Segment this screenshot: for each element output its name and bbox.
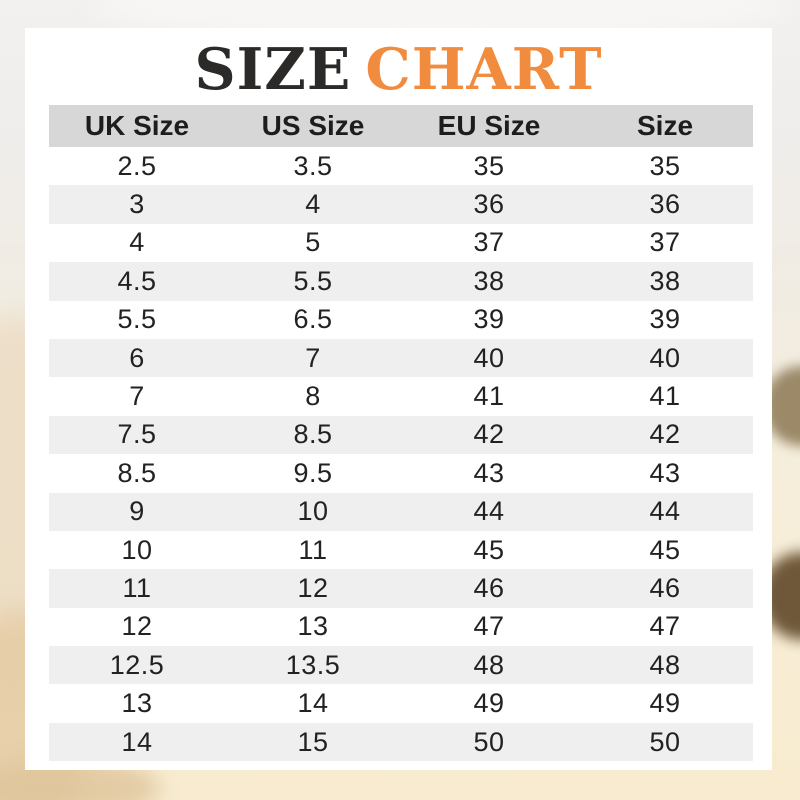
- size-cell: 47: [577, 607, 753, 647]
- size-cell: 4.5: [49, 262, 225, 301]
- size-cell: 49: [577, 684, 753, 723]
- size-cell: 41: [577, 377, 753, 416]
- table-row: 11 12 46 46: [49, 569, 753, 608]
- size-cell: 39: [401, 300, 577, 339]
- table-row: 6 7 40 40: [49, 338, 753, 378]
- title-word-chart: CHART: [365, 36, 603, 103]
- size-cell: 13: [225, 607, 401, 647]
- size-cell: 49: [401, 684, 577, 723]
- size-cell: 48: [577, 646, 753, 685]
- size-cell: 4: [225, 185, 401, 224]
- table-row: 4 5 37 37: [49, 223, 753, 263]
- column-header-eu-size: EU Size: [401, 105, 577, 147]
- size-cell: 9: [49, 492, 225, 531]
- size-cell: 47: [401, 607, 577, 647]
- size-cell: 13.5: [225, 646, 401, 685]
- column-header-size: Size: [577, 105, 753, 147]
- size-cell: 12.5: [49, 646, 225, 685]
- size-table-body: 2.5 3.5 35 35 3 4 36 36 4 5 37 37 4.5 5.5 38 38 5.5 6.5 39…: [49, 147, 753, 762]
- size-table: UK Size US Size EU Size Size 2.5 3.5 35 35 3 4 36…: [49, 105, 753, 762]
- size-chart-card: SIZE CHART UK Size US Size EU Size Size 2.5 3…: [25, 28, 772, 770]
- table-row: 3 4 36 36: [49, 185, 753, 224]
- table-row: 10 11 45 45: [49, 530, 753, 570]
- header-row: UK Size US Size EU Size Size: [49, 105, 753, 147]
- size-cell: 3.5: [225, 147, 401, 186]
- size-cell: 14: [225, 684, 401, 723]
- size-cell: 14: [49, 722, 225, 762]
- size-cell: 45: [577, 530, 753, 570]
- size-cell: 15: [225, 722, 401, 762]
- size-cell: 42: [577, 415, 753, 455]
- size-cell: 43: [401, 454, 577, 493]
- size-cell: 10: [225, 492, 401, 531]
- table-row: 13 14 49 49: [49, 684, 753, 723]
- size-cell: 38: [401, 262, 577, 301]
- size-cell: 3: [49, 185, 225, 224]
- table-row: 12.5 13.5 48 48: [49, 646, 753, 685]
- table-row: 2.5 3.5 35 35: [49, 147, 753, 186]
- size-cell: 8.5: [49, 454, 225, 493]
- page-title: SIZE CHART: [25, 40, 772, 100]
- size-cell: 8.5: [225, 415, 401, 455]
- size-cell: 48: [401, 646, 577, 685]
- size-cell: 5: [225, 223, 401, 263]
- size-cell: 36: [577, 185, 753, 224]
- table-row: 5.5 6.5 39 39: [49, 300, 753, 339]
- table-row: 14 15 50 50: [49, 722, 753, 762]
- size-cell: 5.5: [49, 300, 225, 339]
- size-cell: 5.5: [225, 262, 401, 301]
- size-cell: 37: [401, 223, 577, 263]
- size-cell: 50: [577, 722, 753, 762]
- size-cell: 6.5: [225, 300, 401, 339]
- table-row: 7.5 8.5 42 42: [49, 415, 753, 455]
- size-cell: 39: [577, 300, 753, 339]
- size-cell: 4: [49, 223, 225, 263]
- size-cell: 37: [577, 223, 753, 263]
- size-cell: 12: [49, 607, 225, 647]
- size-cell: 40: [401, 338, 577, 378]
- size-cell: 36: [401, 185, 577, 224]
- size-cell: 9.5: [225, 454, 401, 493]
- table-row: 8.5 9.5 43 43: [49, 454, 753, 493]
- size-cell: 42: [401, 415, 577, 455]
- size-cell: 11: [49, 569, 225, 608]
- size-cell: 10: [49, 530, 225, 570]
- size-cell: 35: [577, 147, 753, 186]
- table-row: 7 8 41 41: [49, 377, 753, 416]
- size-cell: 50: [401, 722, 577, 762]
- size-cell: 46: [401, 569, 577, 608]
- column-header-uk-size: UK Size: [49, 105, 225, 147]
- size-cell: 46: [577, 569, 753, 608]
- size-cell: 6: [49, 338, 225, 378]
- size-cell: 7: [225, 338, 401, 378]
- size-cell: 7: [49, 377, 225, 416]
- size-cell: 43: [577, 454, 753, 493]
- size-cell: 8: [225, 377, 401, 416]
- size-cell: 40: [577, 338, 753, 378]
- size-cell: 35: [401, 147, 577, 186]
- size-cell: 38: [577, 262, 753, 301]
- size-cell: 7.5: [49, 415, 225, 455]
- column-header-us-size: US Size: [225, 105, 401, 147]
- size-cell: 44: [401, 492, 577, 531]
- size-cell: 11: [225, 530, 401, 570]
- size-table-header: UK Size US Size EU Size Size: [49, 105, 753, 147]
- title-word-size: SIZE: [194, 36, 352, 103]
- table-row: 9 10 44 44: [49, 492, 753, 531]
- table-row: 4.5 5.5 38 38: [49, 262, 753, 301]
- size-cell: 44: [577, 492, 753, 531]
- size-cell: 2.5: [49, 147, 225, 186]
- size-cell: 45: [401, 530, 577, 570]
- size-cell: 12: [225, 569, 401, 608]
- table-row: 12 13 47 47: [49, 607, 753, 647]
- size-cell: 13: [49, 684, 225, 723]
- size-cell: 41: [401, 377, 577, 416]
